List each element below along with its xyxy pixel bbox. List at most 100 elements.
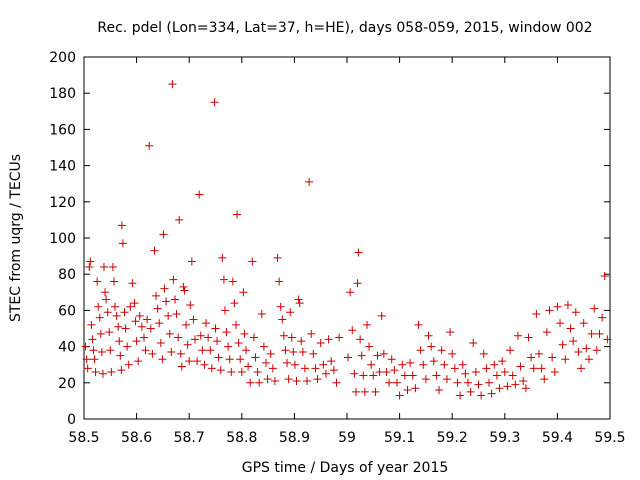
data-point (233, 210, 242, 219)
data-point (587, 329, 596, 338)
data-point (152, 291, 161, 300)
data-point (169, 275, 178, 284)
data-point (432, 371, 441, 380)
data-point (172, 310, 181, 319)
data-point (155, 319, 164, 328)
data-point (284, 375, 293, 384)
data-point (474, 380, 483, 389)
data-point (186, 300, 195, 309)
data-point (248, 257, 257, 266)
data-point (195, 190, 204, 199)
x-axis: 58.5 58.6 58.7 58.8 58.9 59 59.1 59.2 59.3 59.4 59… (68, 57, 626, 446)
data-point (490, 360, 499, 369)
data-point (371, 387, 380, 396)
data-point (220, 306, 229, 315)
data-point (224, 342, 233, 351)
data-point (101, 288, 110, 297)
data-point (456, 391, 465, 400)
data-point (134, 357, 143, 366)
data-point (105, 328, 114, 337)
data-point (228, 277, 237, 286)
data-point (377, 311, 386, 320)
data-point (162, 297, 171, 306)
y-tick-label: 80 (58, 267, 76, 283)
data-point (367, 360, 376, 369)
x-axis-label: GPS time / Days of year 2015 (242, 460, 449, 476)
data-point (350, 369, 359, 378)
data-point (239, 288, 248, 297)
data-point (600, 272, 609, 281)
data-point (268, 364, 277, 373)
data-point (479, 349, 488, 358)
plot-border (83, 56, 611, 420)
data-point (275, 277, 284, 286)
data-point (307, 329, 316, 338)
data-point (289, 348, 298, 357)
data-point (95, 313, 104, 322)
data-point (529, 364, 538, 373)
data-point (176, 349, 185, 358)
data-point (569, 337, 578, 346)
data-point (316, 338, 325, 347)
data-point (300, 364, 309, 373)
data-point (303, 376, 312, 385)
data-point (553, 302, 562, 311)
data-point (524, 333, 533, 342)
data-point (448, 349, 457, 358)
data-point (324, 335, 333, 344)
data-point (532, 310, 541, 319)
data-point (466, 387, 475, 396)
data-point (259, 342, 268, 351)
data-point (563, 300, 572, 309)
data-point (463, 378, 472, 387)
data-point (516, 362, 525, 371)
data-point (273, 253, 282, 262)
data-point (189, 315, 198, 324)
data-point (469, 338, 478, 347)
data-point (91, 367, 100, 376)
data-point (168, 80, 177, 89)
data-point (124, 360, 133, 369)
y-tick-label: 60 (58, 303, 76, 319)
data-point (96, 329, 105, 338)
data-point (292, 376, 301, 385)
data-point (261, 358, 270, 367)
data-point (419, 360, 428, 369)
data-point (198, 346, 207, 355)
data-point (145, 141, 154, 150)
data-point (354, 248, 363, 257)
data-point (103, 308, 112, 317)
data-point (89, 346, 98, 355)
data-point (534, 349, 543, 358)
data-point (414, 320, 423, 329)
data-point (283, 358, 292, 367)
data-point (492, 371, 501, 380)
data-point (458, 360, 467, 369)
data-point (263, 375, 272, 384)
data-point (183, 340, 192, 349)
data-point (450, 364, 459, 373)
data-point (440, 360, 449, 369)
y-tick-label: 120 (49, 195, 76, 211)
y-tick-label: 0 (67, 412, 76, 428)
data-point (390, 366, 399, 375)
data-point (382, 367, 391, 376)
data-point (86, 257, 95, 266)
data-point (408, 371, 417, 380)
data-point (165, 329, 174, 338)
data-point (344, 353, 353, 362)
data-point (375, 367, 384, 376)
data-point (146, 324, 155, 333)
data-point (130, 299, 139, 308)
data-point (385, 378, 394, 387)
data-point (485, 378, 494, 387)
y-tick-label: 160 (49, 122, 76, 138)
data-point (135, 311, 144, 320)
data-point (313, 375, 322, 384)
data-point (400, 371, 409, 380)
data-point (253, 367, 262, 376)
data-point (403, 386, 412, 395)
data-point (477, 391, 486, 400)
data-point (360, 387, 369, 396)
data-point (115, 337, 124, 346)
